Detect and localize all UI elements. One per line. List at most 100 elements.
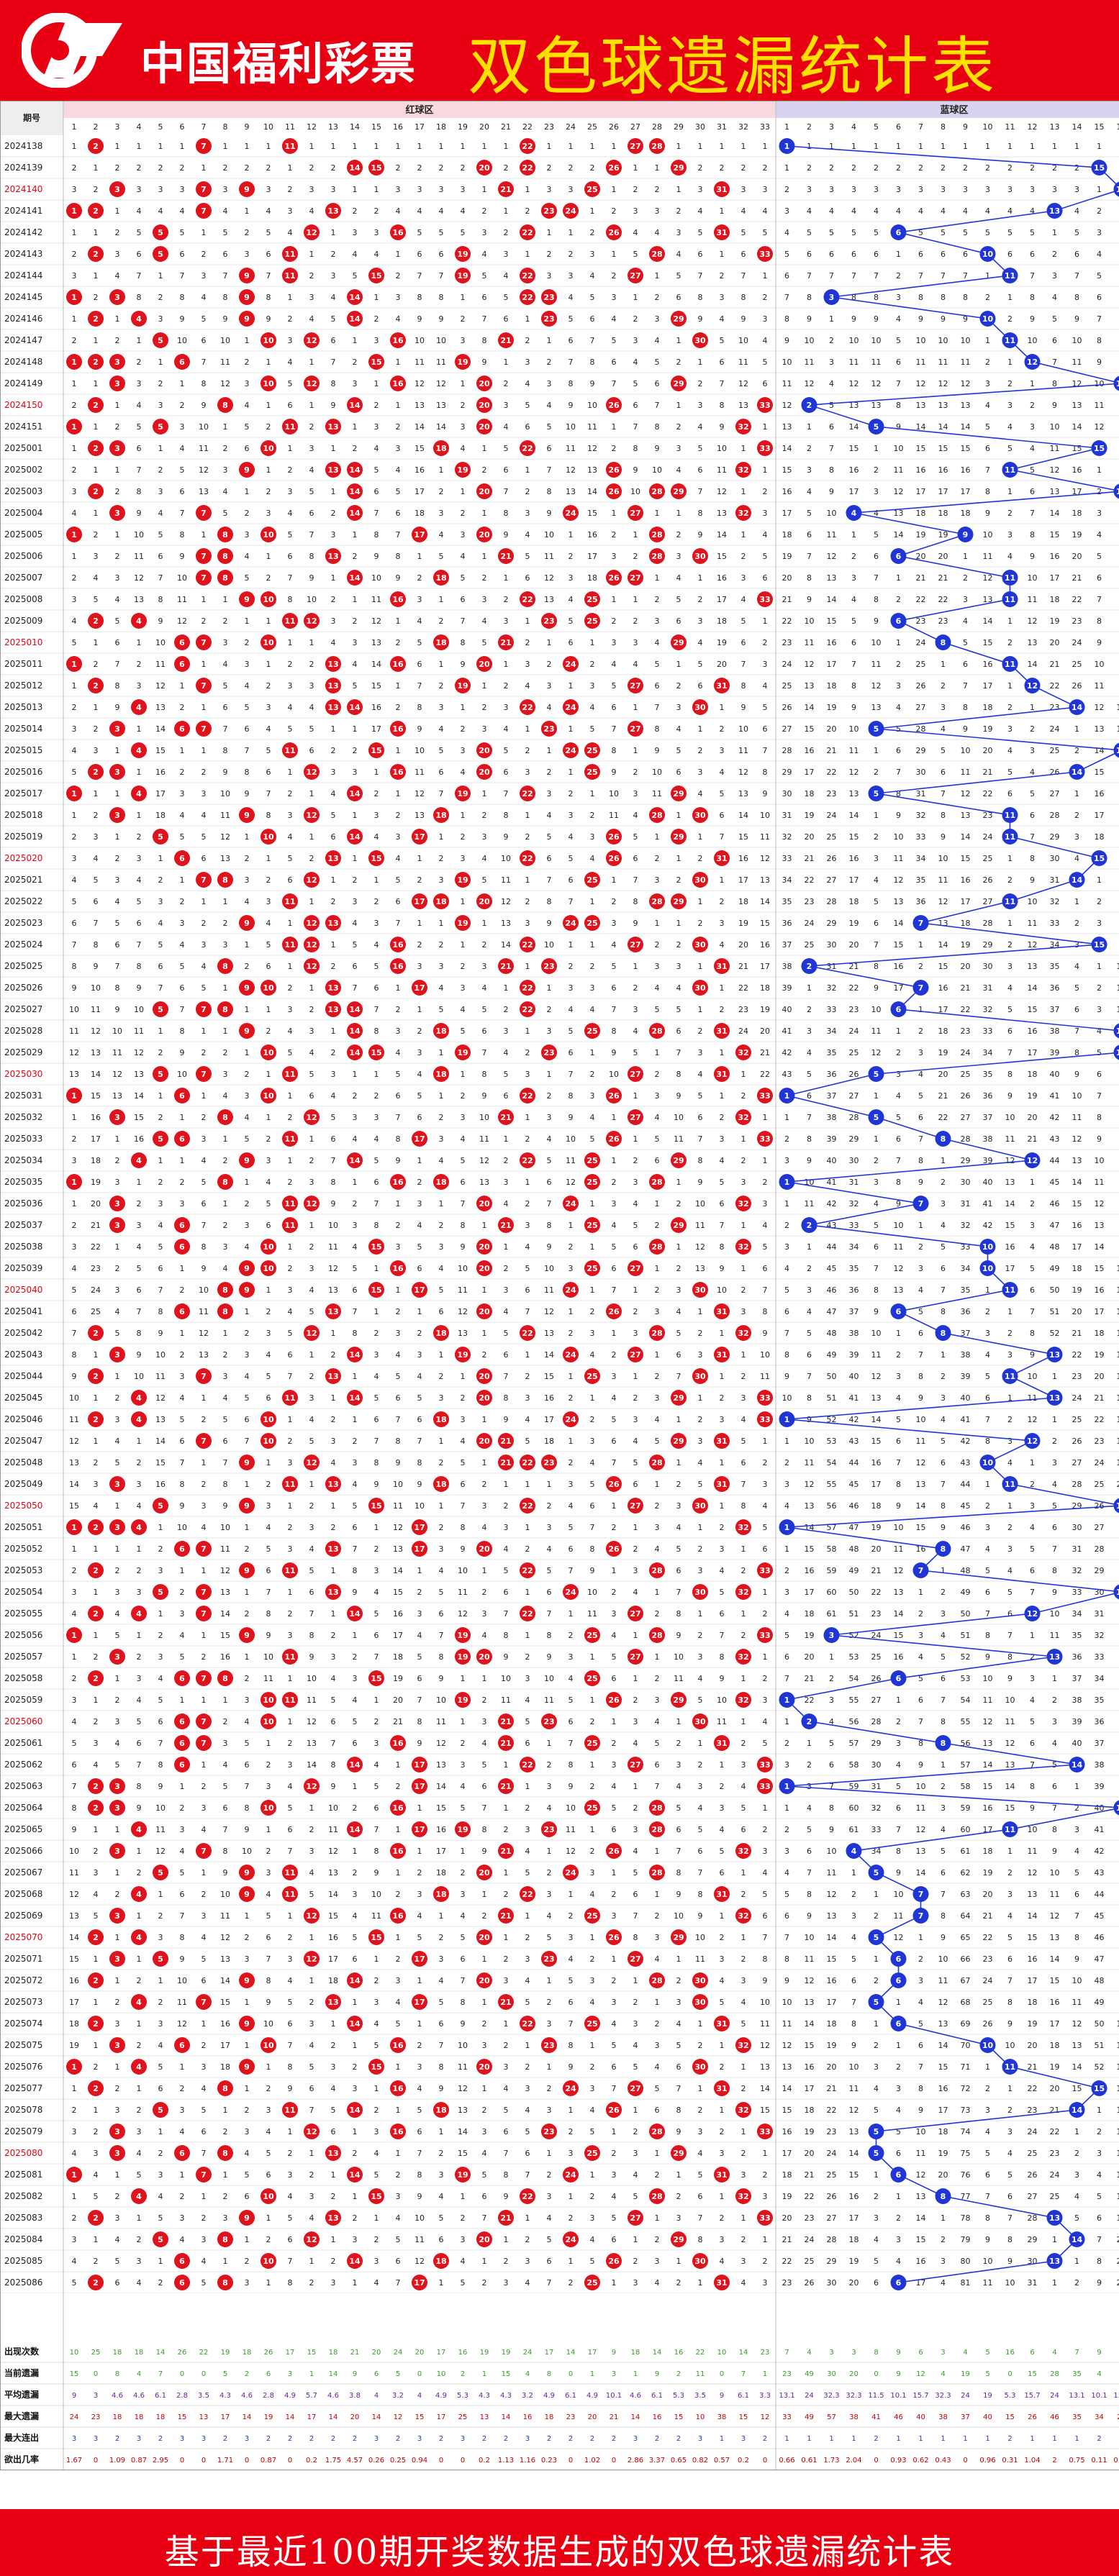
blue-omission-value: 17 <box>849 487 859 496</box>
red-omission-value: 4 <box>417 1911 422 1921</box>
blue-omission-value: 3 <box>874 185 879 194</box>
blue-omission-value: 15 <box>916 444 926 453</box>
issue-label: 2024149 <box>4 378 42 388</box>
red-ball-number: 19 <box>457 250 468 259</box>
red-omission-value: 1 <box>633 1523 638 1532</box>
red-omission-value: 3 <box>547 1523 552 1532</box>
blue-omission-value: 13 <box>894 1588 904 1597</box>
blue-omission-value: 7 <box>1074 271 1079 281</box>
red-ball-number: 30 <box>694 811 706 820</box>
red-omission-value: 5 <box>417 1933 422 1942</box>
blue-number-header: 2 <box>807 122 812 132</box>
red-omission-value: 4 <box>568 1674 574 1683</box>
red-omission-value: 2 <box>590 1307 595 1316</box>
blue-omission-value: 7 <box>851 660 856 669</box>
blue-omission-value: 7 <box>807 271 812 281</box>
red-omission-value: 1 <box>482 919 487 928</box>
red-omission-value: 1 <box>115 1134 120 1144</box>
blue-omission-value: 12 <box>1095 703 1105 712</box>
red-omission-value: 5 <box>525 1717 530 1726</box>
red-omission-value: 10 <box>587 401 597 410</box>
blue-omission-value: 1 <box>941 1760 946 1770</box>
blue-omission-value: 13 <box>1050 1933 1060 1942</box>
issue-label: 2025071 <box>4 1954 42 1964</box>
red-omission-value: 1 <box>698 1307 703 1316</box>
blue-omission-value: 48 <box>1095 1976 1105 1985</box>
red-omission-value: 10 <box>112 1027 122 1036</box>
red-omission-value: 2 <box>245 1933 250 1942</box>
red-ball-number: 28 <box>651 142 662 151</box>
blue-omission-value: 8 <box>851 2019 856 2029</box>
red-omission-value: 3 <box>288 1544 293 1554</box>
red-omission-value: 1 <box>590 142 595 151</box>
red-omission-value: 3 <box>741 573 746 583</box>
issue-label: 2024141 <box>4 206 42 216</box>
blue-omission-value: 9 <box>1030 552 1035 561</box>
blue-omission-value: 1 <box>918 1005 923 1014</box>
red-omission-value: 2 <box>655 1609 660 1619</box>
blue-omission-value: 48 <box>961 1566 971 1575</box>
red-omission-value: 2 <box>94 1717 99 1726</box>
blue-omission-value: 4 <box>1052 1480 1057 1489</box>
red-ball-number: 17 <box>414 897 425 906</box>
blue-omission-value: 10 <box>1117 2019 1119 2029</box>
red-omission-value: 7 <box>741 1480 746 1489</box>
blue-omission-value: 2 <box>918 1609 923 1619</box>
blue-omission-value: 1 <box>829 314 834 324</box>
red-ball-number: 30 <box>694 1588 706 1597</box>
blue-omission-value: 10 <box>894 832 904 842</box>
red-omission-value: 4 <box>439 1566 444 1575</box>
blue-omission-value: 10 <box>961 746 971 755</box>
red-ball-number: 20 <box>479 768 490 777</box>
blue-omission-value: 6 <box>896 746 901 755</box>
issue-label: 2025017 <box>4 788 42 798</box>
red-omission-value: 1 <box>676 1954 681 1964</box>
red-ball-number: 16 <box>392 379 404 388</box>
red-omission-value: 3 <box>180 789 185 798</box>
red-omission-value: 1 <box>72 314 77 324</box>
red-omission-value: 10 <box>501 854 511 863</box>
blue-omission-value: 8 <box>1030 1782 1035 1791</box>
red-omission-value: 5 <box>676 1544 681 1554</box>
blue-omission-value: 1 <box>807 1242 812 1252</box>
blue-omission-value: 34 <box>916 854 926 863</box>
red-ball-number: 22 <box>522 142 533 151</box>
red-omission-value: 3 <box>525 919 530 928</box>
red-omission-value: 6 <box>720 358 725 367</box>
blue-omission-value: 9 <box>918 1178 923 1187</box>
red-omission-value: 5 <box>633 1221 638 1230</box>
red-omission-value: 2 <box>309 854 314 863</box>
blue-omission-value: 27 <box>827 875 837 885</box>
blue-omission-value: 11 <box>1072 358 1082 367</box>
blue-omission-value: 5 <box>1074 1868 1079 1878</box>
red-omission-value: 5 <box>439 1285 444 1295</box>
red-ball-number: 33 <box>759 1091 770 1101</box>
blue-omission-value: 3 <box>829 1696 834 1705</box>
red-omission-value: 12 <box>414 379 425 388</box>
red-ball-number: 20 <box>479 1264 490 1273</box>
red-omission-value: 1 <box>720 1048 725 1057</box>
blue-omission-value: 18 <box>938 1027 948 1036</box>
red-omission-value: 6 <box>482 293 487 302</box>
blue-omission-value: 49 <box>1050 1264 1060 1273</box>
red-omission-value: 3 <box>633 1005 638 1014</box>
red-omission-value: 4 <box>698 422 703 432</box>
red-omission-value: 24 <box>738 1027 748 1036</box>
red-omission-value: 2 <box>590 1070 595 1079</box>
red-ball <box>541 203 557 219</box>
red-omission-value: 4 <box>633 358 638 367</box>
red-omission-value: 7 <box>417 681 422 691</box>
red-omission-value: 18 <box>155 811 166 820</box>
blue-omission-value: 7 <box>1030 509 1035 518</box>
red-omission-value: 3 <box>590 681 595 691</box>
red-omission-value: 8 <box>374 530 379 540</box>
red-omission-value: 5 <box>676 1803 681 1813</box>
red-omission-value: 2 <box>331 897 336 906</box>
red-omission-value: 4 <box>374 444 379 453</box>
red-omission-value: 7 <box>655 401 660 410</box>
red-omission-value: 4 <box>633 1199 638 1209</box>
issue-label: 2025029 <box>4 1047 42 1057</box>
red-omission-value: 11 <box>220 811 230 820</box>
issue-label: 2025069 <box>4 1911 42 1921</box>
red-omission-value: 1 <box>288 638 293 647</box>
